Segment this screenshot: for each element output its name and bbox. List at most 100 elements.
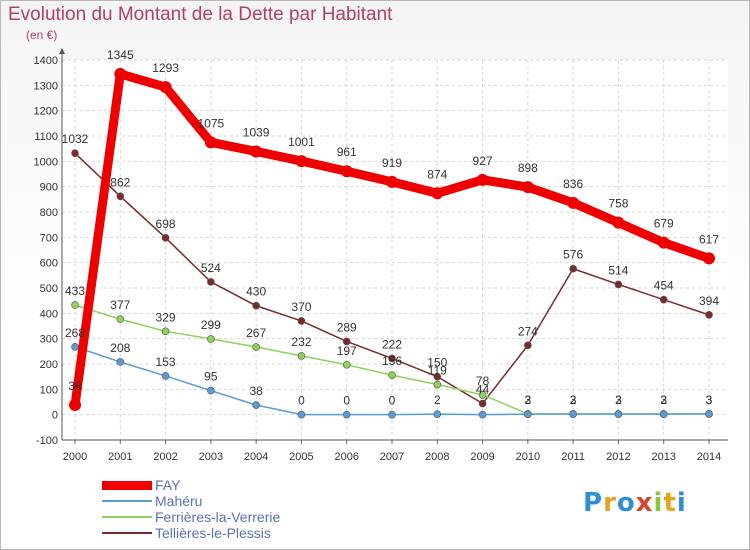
data-label: 836: [563, 177, 583, 191]
data-label: 524: [201, 261, 221, 275]
data-label: 3: [660, 393, 667, 407]
data-label: 514: [608, 263, 628, 277]
data-label: 758: [608, 197, 628, 211]
data-label: 2: [615, 393, 622, 407]
data-label: 679: [654, 217, 674, 231]
data-label: 2: [525, 393, 532, 407]
logo-letter: r: [603, 488, 617, 518]
x-tick-label: 2010: [516, 451, 540, 463]
data-label: 44: [476, 383, 490, 397]
data-point: [703, 252, 715, 265]
y-axis-arrow: [59, 48, 65, 54]
data-point: [207, 386, 215, 395]
data-point: [569, 264, 577, 273]
series-1: [71, 342, 713, 419]
legend-item: Mahéru: [102, 493, 202, 509]
y-tick-label: 1200: [34, 106, 58, 118]
axes: -100010020030040050060070080090010001100…: [34, 48, 728, 463]
data-label: 394: [699, 294, 719, 308]
data-label: 150: [427, 356, 447, 370]
data-point: [207, 278, 215, 286]
data-label: 576: [563, 248, 583, 262]
data-label: 377: [110, 298, 130, 312]
logo-letter: P: [583, 488, 604, 518]
data-point: [116, 315, 125, 323]
x-tick-label: 2013: [651, 451, 675, 463]
data-point: [478, 399, 487, 408]
y-tick-label: 100: [40, 384, 58, 396]
data-point: [252, 401, 260, 409]
logo-letter: t: [663, 488, 677, 518]
x-tick-label: 2003: [199, 451, 223, 463]
data-label: 961: [337, 145, 357, 159]
legend-item: Tellières-le-Plessis: [102, 525, 271, 541]
data-point: [476, 173, 489, 186]
data-label: 1345: [107, 48, 134, 62]
data-labels: 38 1345 1293 1075 1039 1001 961 919 874 927 898 836…: [62, 48, 720, 408]
legend-label: Ferrières-la-Verrerie: [155, 509, 281, 525]
logo-letter: i: [653, 488, 664, 518]
data-point: [659, 410, 668, 418]
data-point: [71, 149, 79, 158]
data-point: [116, 358, 125, 366]
y-tick-label: 1000: [34, 156, 58, 168]
x-tick-label: 2005: [289, 451, 313, 463]
y-tick-label: 1100: [34, 131, 58, 143]
legend-swatch: [102, 516, 152, 518]
data-label: 1001: [288, 135, 315, 149]
data-label: 3: [706, 393, 713, 407]
data-label: 3: [706, 393, 713, 407]
data-point: [431, 187, 444, 200]
data-point: [524, 341, 532, 350]
y-tick-label: 200: [40, 359, 58, 371]
legend-label: FAY: [155, 477, 181, 493]
plot-area: [62, 60, 728, 440]
x-tick-label: 2009: [470, 451, 494, 463]
data-label: 222: [382, 337, 402, 351]
y-tick-label: 600: [40, 258, 58, 270]
data-label: 3: [525, 393, 532, 407]
data-point: [478, 391, 487, 399]
data-point: [386, 175, 398, 188]
y-tick-label: 900: [40, 182, 58, 194]
data-point: [207, 335, 215, 343]
data-label: 329: [156, 310, 176, 324]
legend-item: Ferrières-la-Verrerie: [102, 509, 280, 525]
data-point: [161, 372, 170, 380]
logo-letter: o: [616, 488, 636, 518]
proxiti-logo: Proxiti: [583, 488, 687, 518]
data-label: 153: [156, 355, 176, 369]
data-point: [161, 234, 170, 242]
data-point: [297, 410, 306, 419]
data-point: [567, 196, 580, 209]
legend-swatch: [102, 480, 152, 490]
data-label: 197: [337, 344, 357, 358]
x-tick-label: 2001: [108, 451, 132, 463]
data-point: [342, 337, 351, 346]
data-label: 0: [298, 394, 305, 408]
data-label: 433: [65, 284, 85, 298]
x-tick-label: 2000: [63, 451, 87, 463]
data-point: [659, 295, 668, 304]
x-tick-label: 2014: [697, 451, 721, 463]
logo-letter: i: [676, 488, 687, 518]
data-point: [340, 165, 353, 178]
data-point: [478, 410, 487, 419]
legend-item: FAY: [102, 477, 180, 493]
data-label: 95: [204, 370, 218, 384]
x-tick-label: 2012: [606, 451, 630, 463]
data-point: [114, 67, 127, 80]
data-label: 289: [337, 320, 357, 334]
data-label: 1293: [152, 61, 179, 75]
data-point: [69, 399, 81, 412]
data-label: 898: [518, 161, 538, 175]
data-point: [295, 155, 308, 168]
data-label: 919: [382, 156, 402, 170]
data-label: 274: [518, 324, 538, 338]
chart-title: Evolution du Montant de la Dette par Hab…: [8, 4, 393, 25]
data-point: [569, 410, 577, 418]
data-point: [159, 81, 172, 94]
data-point: [388, 410, 396, 419]
legend-swatch: [102, 532, 152, 534]
data-point: [657, 236, 670, 249]
